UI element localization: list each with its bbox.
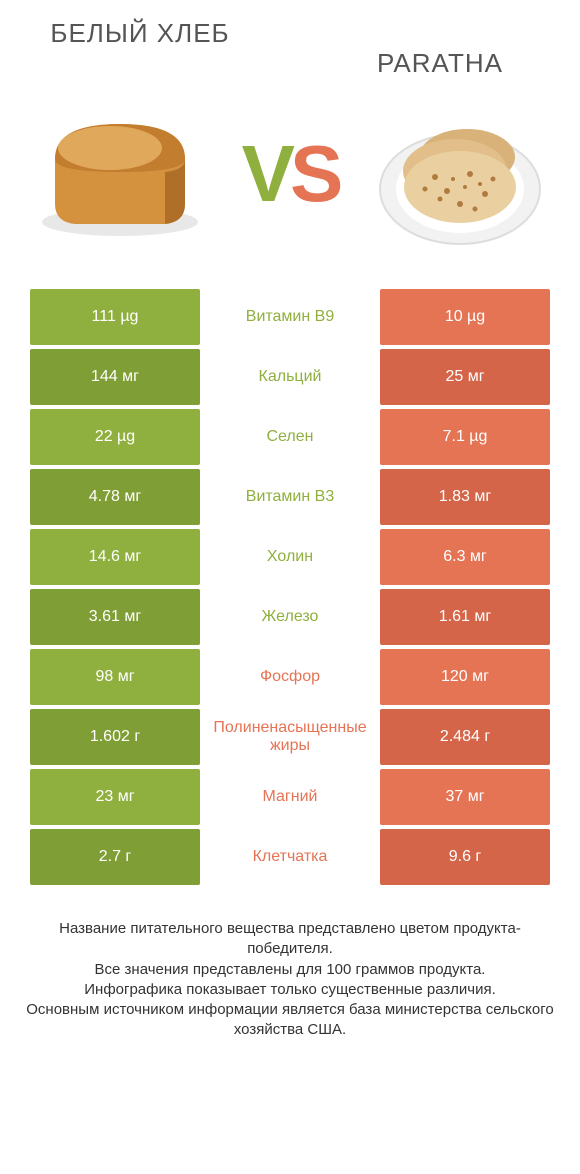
nutrient-row: 22 µgСелен7.1 µg <box>30 409 550 465</box>
right-value: 7.1 µg <box>380 409 550 465</box>
right-value: 1.83 мг <box>380 469 550 525</box>
right-value: 1.61 мг <box>380 589 550 645</box>
bread-icon <box>35 104 205 244</box>
right-value: 2.484 г <box>380 709 550 765</box>
nutrient-row: 98 мгФосфор120 мг <box>30 649 550 705</box>
left-value: 23 мг <box>30 769 200 825</box>
nutrient-name: Селен <box>200 409 380 465</box>
nutrient-name: Витамин B9 <box>200 289 380 345</box>
nutrient-row: 14.6 мгХолин6.3 мг <box>30 529 550 585</box>
nutrient-row: 4.78 мгВитамин B31.83 мг <box>30 469 550 525</box>
left-value: 111 µg <box>30 289 200 345</box>
nutrient-name: Полиненасыщенные жиры <box>200 709 380 765</box>
right-value: 120 мг <box>380 649 550 705</box>
left-value: 144 мг <box>30 349 200 405</box>
left-value: 1.602 г <box>30 709 200 765</box>
footer-line-2: Все значения представлены для 100 граммо… <box>20 960 560 980</box>
nutrient-row: 111 µgВитамин B910 µg <box>30 289 550 345</box>
footer-line-1: Название питательного вещества представл… <box>20 919 560 960</box>
header: БЕЛЫЙ ХЛЕБ PARATHA <box>0 0 580 79</box>
nutrient-row: 1.602 гПолиненасыщенные жиры2.484 г <box>30 709 550 765</box>
right-food-title: PARATHA <box>340 48 540 79</box>
nutrient-row: 3.61 мгЖелезо1.61 мг <box>30 589 550 645</box>
paratha-image <box>370 94 550 254</box>
left-value: 22 µg <box>30 409 200 465</box>
right-value: 37 мг <box>380 769 550 825</box>
nutrient-name: Железо <box>200 589 380 645</box>
right-value: 10 µg <box>380 289 550 345</box>
hero-row: VS <box>0 79 580 289</box>
right-value: 25 мг <box>380 349 550 405</box>
nutrient-name: Магний <box>200 769 380 825</box>
nutrient-name: Холин <box>200 529 380 585</box>
nutrient-row: 144 мгКальций25 мг <box>30 349 550 405</box>
left-value: 2.7 г <box>30 829 200 885</box>
nutrient-row: 2.7 гКлетчатка9.6 г <box>30 829 550 885</box>
vs-v: V <box>242 129 290 218</box>
nutrient-name: Фосфор <box>200 649 380 705</box>
nutrient-name: Витамин B3 <box>200 469 380 525</box>
nutrient-table: 111 µgВитамин B910 µg144 мгКальций25 мг2… <box>0 289 580 885</box>
paratha-icon <box>375 99 545 249</box>
left-value: 4.78 мг <box>30 469 200 525</box>
right-value: 6.3 мг <box>380 529 550 585</box>
left-value: 14.6 мг <box>30 529 200 585</box>
footer-notes: Название питательного вещества представл… <box>0 889 580 1041</box>
footer-line-4: Основным источником информации является … <box>20 1000 560 1041</box>
vs-label: VS <box>242 128 339 220</box>
nutrient-row: 23 мгМагний37 мг <box>30 769 550 825</box>
vs-s: S <box>290 129 338 218</box>
nutrient-name: Кальций <box>200 349 380 405</box>
left-value: 98 мг <box>30 649 200 705</box>
left-food-title: БЕЛЫЙ ХЛЕБ <box>40 18 240 49</box>
left-value: 3.61 мг <box>30 589 200 645</box>
bread-image <box>30 94 210 254</box>
nutrient-name: Клетчатка <box>200 829 380 885</box>
right-value: 9.6 г <box>380 829 550 885</box>
footer-line-3: Инфографика показывает только существенн… <box>20 980 560 1000</box>
